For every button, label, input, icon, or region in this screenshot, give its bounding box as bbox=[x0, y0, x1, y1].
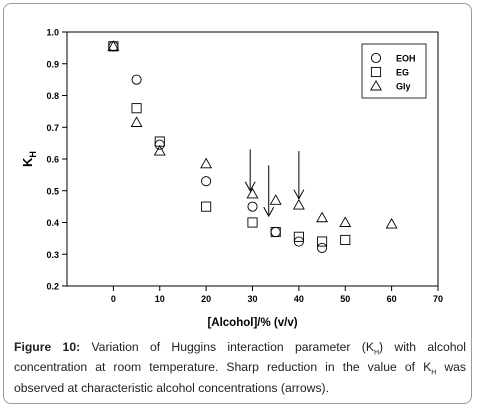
x-tick-label: 50 bbox=[340, 294, 350, 304]
legend-label-gly: Gly bbox=[396, 82, 411, 92]
y-axis-label-sub: H bbox=[28, 151, 38, 158]
data-point-gly bbox=[339, 216, 352, 227]
data-point-eoh bbox=[270, 226, 281, 238]
x-tick-label: 10 bbox=[155, 294, 165, 304]
x-tick-label: 20 bbox=[201, 294, 211, 304]
data-point-eoh bbox=[131, 74, 142, 85]
data-point-eoh bbox=[247, 201, 258, 212]
x-tick-label: 60 bbox=[387, 294, 397, 304]
data-point-eg bbox=[340, 234, 351, 246]
caption-text-2: ) with alcohol concentration at room tem… bbox=[14, 340, 466, 375]
data-point-gly bbox=[246, 187, 259, 199]
annotation-arrowhead bbox=[244, 181, 256, 192]
data-point-eg bbox=[293, 231, 304, 242]
y-tick-label: 1.0 bbox=[46, 28, 59, 38]
data-point-gly bbox=[200, 157, 213, 169]
data-point-eg bbox=[270, 226, 281, 238]
caption-label: Figure 10: bbox=[14, 340, 81, 354]
y-axis-label: KH bbox=[20, 151, 38, 167]
data-point-eoh bbox=[317, 242, 328, 253]
legend-marker-gly bbox=[370, 79, 382, 91]
caption-sub-2: H bbox=[431, 369, 437, 377]
data-point-eg bbox=[131, 103, 142, 114]
caption-text-3: was observed at characteristic alcohol c… bbox=[14, 360, 467, 395]
legend-label-eg: EG bbox=[396, 68, 409, 78]
x-tick-label: 70 bbox=[433, 294, 443, 304]
y-tick-label: 0.9 bbox=[46, 59, 59, 69]
data-point-gly bbox=[316, 211, 329, 223]
data-point-gly bbox=[385, 217, 398, 229]
y-tick-label: 0.2 bbox=[46, 282, 59, 292]
y-tick-label: 0.5 bbox=[46, 186, 59, 196]
legend bbox=[361, 43, 427, 99]
data-point-eg bbox=[247, 217, 258, 228]
legend-label-eoh: EOH bbox=[396, 54, 416, 64]
data-point-eg bbox=[201, 201, 212, 212]
data-point-gly bbox=[130, 116, 143, 127]
legend-marker-eg bbox=[370, 66, 382, 78]
x-tick-label: 0 bbox=[111, 294, 116, 304]
annotation-arrowhead bbox=[263, 206, 275, 218]
huggins-chart: 0.2 0.3 0.4 0.5 0.6 0.7 0.8 0.9 1.0 0 10 20 30 40 50 60… bbox=[20, 28, 443, 330]
data-point-eoh bbox=[154, 139, 165, 150]
y-tick-label: 0.6 bbox=[46, 155, 59, 165]
data-point-gly bbox=[292, 198, 305, 210]
data-point-gly bbox=[269, 194, 282, 205]
y-tick-label: 0.3 bbox=[46, 250, 59, 260]
x-axis-label: [Alcohol]/% (v/v) bbox=[207, 317, 297, 329]
x-tick-label: 30 bbox=[247, 294, 257, 304]
data-point-eg bbox=[317, 236, 328, 247]
caption-sub: H bbox=[373, 349, 380, 357]
y-tick-label: 0.4 bbox=[46, 218, 59, 228]
data-point-gly bbox=[107, 40, 120, 51]
y-tick-label: 0.7 bbox=[46, 123, 59, 133]
y-tick-label: 0.8 bbox=[46, 91, 59, 101]
legend-marker-eoh bbox=[370, 52, 382, 64]
annotation-arrowhead bbox=[293, 189, 305, 200]
figure-caption: Figure 10: Variation of Huggins interact… bbox=[14, 340, 466, 396]
x-tick-label: 40 bbox=[294, 294, 304, 304]
caption-text: Variation of Huggins interaction paramet… bbox=[80, 340, 374, 354]
data-point-gly bbox=[153, 144, 166, 156]
data-point-eoh bbox=[201, 176, 212, 187]
